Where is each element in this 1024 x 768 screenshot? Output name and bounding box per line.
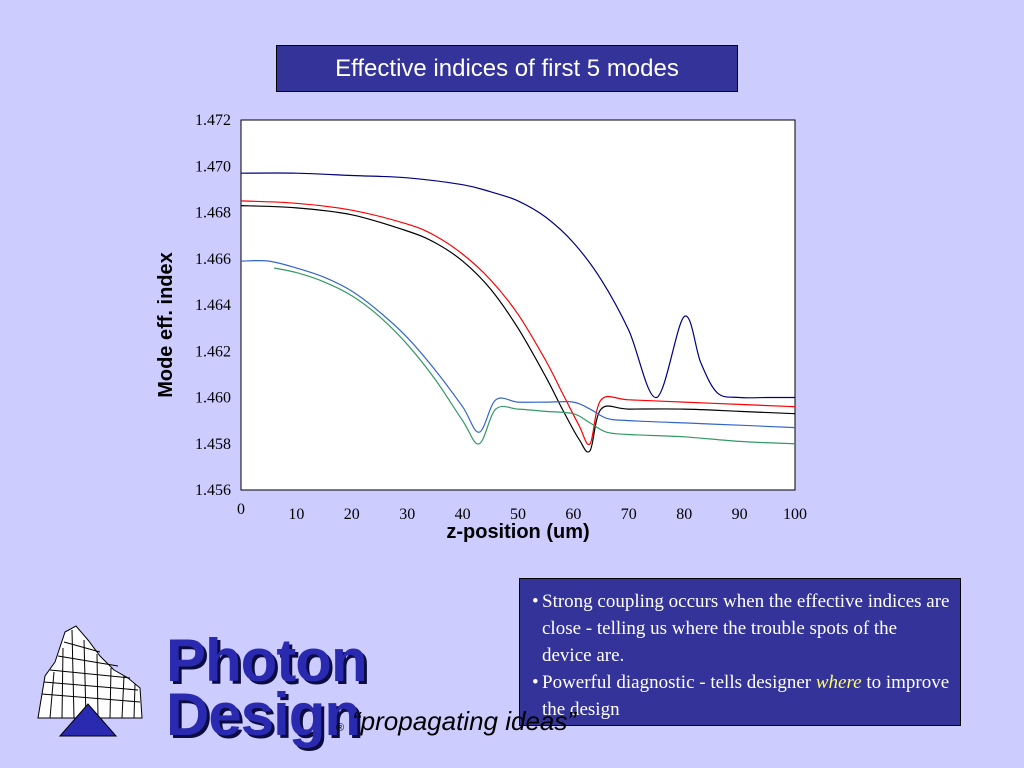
note-text: to improve the design xyxy=(542,672,950,720)
x-tick-label: 70 xyxy=(621,506,637,523)
x-axis-label: z-position (um) xyxy=(446,521,589,543)
mode-index-chart: 1.456 1.458 1.460 1.462 1.464 1.466 1.468 1.470… xyxy=(155,112,807,543)
mode-4-line xyxy=(240,259,796,433)
logo-line1: Photon xyxy=(166,627,368,694)
slide-title: Effective indices of first 5 modes xyxy=(276,45,738,92)
x-tick-label: 100 xyxy=(783,506,807,523)
y-tick-label: 1.466 xyxy=(195,251,231,268)
x-tick-label: 50 xyxy=(510,506,526,523)
mode-2-line xyxy=(240,200,796,446)
x-tick-label: 60 xyxy=(565,506,581,523)
y-tick-label: 1.472 xyxy=(195,112,231,129)
photon-design-logo: Photon Design xyxy=(30,622,368,748)
y-tick-label: 1.468 xyxy=(195,205,231,222)
note-text: Strong coupling occurs when the effectiv… xyxy=(542,591,950,666)
mode-5-line xyxy=(274,267,796,445)
y-tick-label: 1.462 xyxy=(195,343,231,360)
note-emphasis: where xyxy=(815,672,862,693)
x-tick-label: 40 xyxy=(455,506,471,523)
tagline: “propagating ideas” xyxy=(352,706,577,736)
notes-box: Strong coupling occurs when the effectiv… xyxy=(519,578,961,726)
y-tick-label: 1.456 xyxy=(195,482,231,499)
plot-area xyxy=(240,119,796,491)
x-tick-label: 90 xyxy=(732,506,748,523)
note-item: Strong coupling occurs when the effectiv… xyxy=(532,588,950,669)
logo-line2: Design xyxy=(166,681,361,748)
x-tick-label: 20 xyxy=(344,506,360,523)
y-tick-label: 1.460 xyxy=(195,390,231,407)
mesh-logo-icon xyxy=(37,625,143,737)
note-text: Powerful diagnostic - tells designer xyxy=(542,672,816,693)
mode-3-line xyxy=(240,205,796,453)
y-axis-label: Mode eff. index xyxy=(155,252,177,398)
y-tick-label: 1.458 xyxy=(195,436,231,453)
y-tick-label: 1.470 xyxy=(195,158,231,175)
x-tick-label: 80 xyxy=(676,506,692,523)
x-tick-label: 0 xyxy=(237,501,245,518)
x-tick-label: 10 xyxy=(288,506,304,523)
note-item: Powerful diagnostic - tells designer whe… xyxy=(532,669,950,723)
mode-1-line xyxy=(240,172,795,399)
registered-mark: ® xyxy=(336,722,345,734)
y-tick-label: 1.464 xyxy=(195,297,231,314)
x-tick-label: 30 xyxy=(399,506,415,523)
